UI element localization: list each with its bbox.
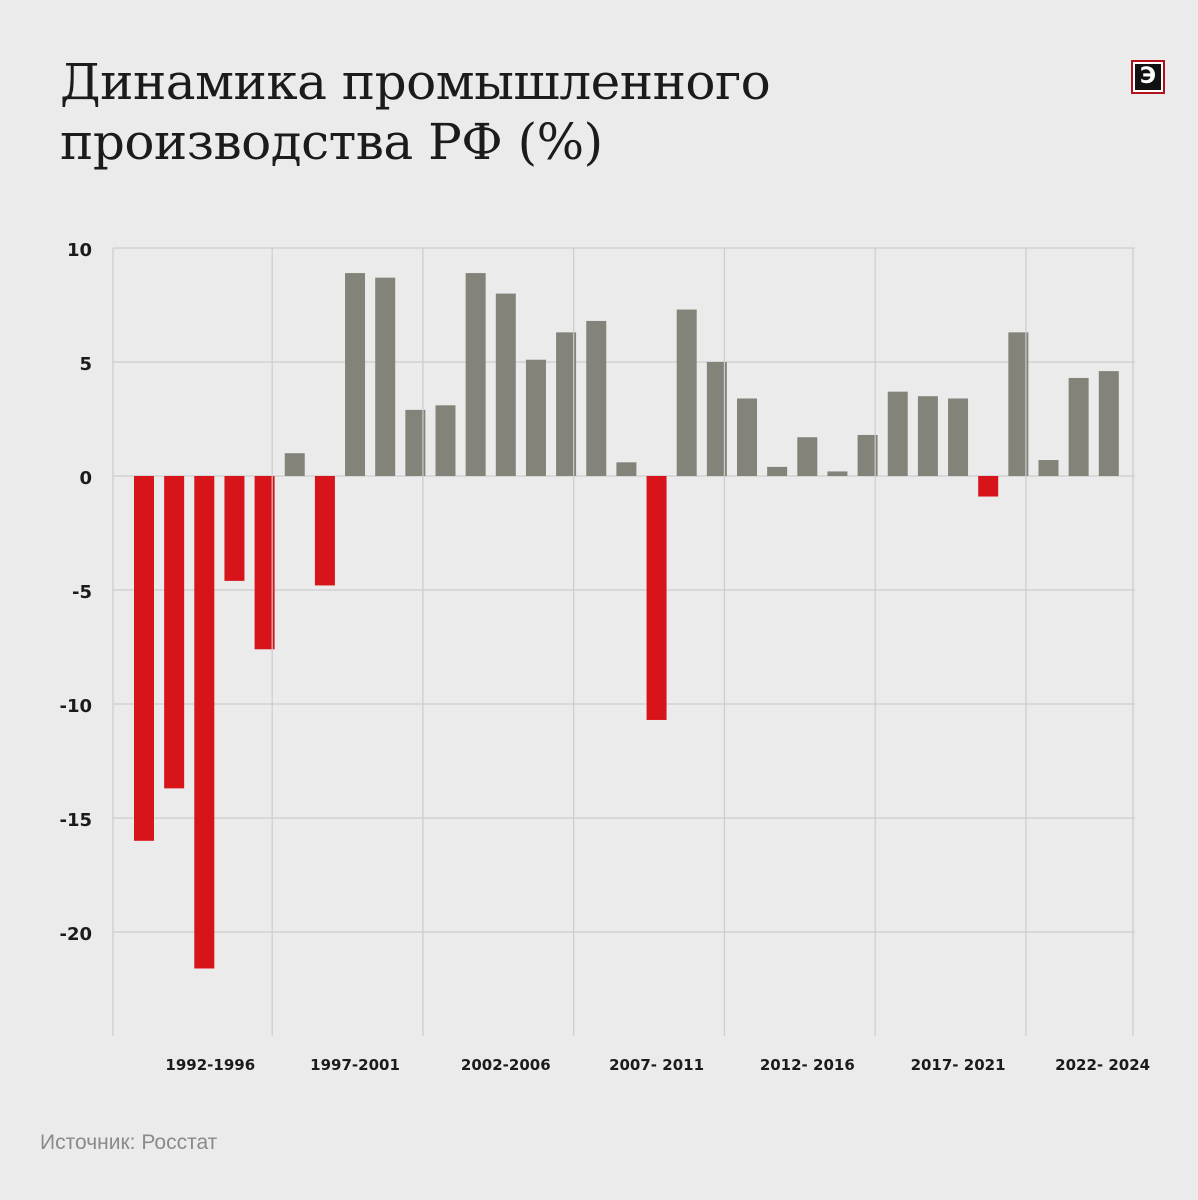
x-group-label: 2012- 2016 [760, 1056, 855, 1074]
bar-2011 [706, 362, 727, 476]
bar-2023 [1068, 377, 1089, 476]
bar-2010 [676, 309, 697, 476]
bar-1996 [254, 476, 275, 650]
bar-2013 [767, 466, 788, 476]
bar-2014 [797, 437, 818, 476]
bar-2008 [616, 462, 637, 476]
chart-title-line-1: Динамика промышленного [60, 53, 771, 111]
chart-title: Динамика промышленного производства РФ (… [60, 52, 771, 172]
bar-2020 [978, 476, 999, 497]
x-group-label: 2002-2006 [461, 1056, 551, 1074]
bar-1999 [345, 273, 366, 476]
source-note: Источник: Росстат [40, 1131, 218, 1154]
bar-1994 [194, 476, 215, 969]
x-group-label: 2007- 2011 [609, 1056, 704, 1074]
bar-1997 [284, 453, 305, 476]
bar-1995 [224, 476, 245, 581]
bar-1998 [314, 476, 335, 586]
y-tick-label: -5 [72, 582, 92, 603]
logo-letter: Э [1135, 64, 1161, 90]
y-tick-label: -10 [59, 696, 92, 717]
x-group-label: 1992-1996 [165, 1056, 255, 1074]
bar-2022 [1038, 460, 1059, 476]
bar-2006 [556, 332, 577, 476]
bar-2007 [586, 320, 607, 476]
bar-2018 [917, 396, 938, 476]
y-tick-label: 5 [79, 354, 92, 375]
y-tick-label: -20 [59, 924, 92, 945]
x-group-label: 1997-2001 [310, 1056, 400, 1074]
bar-1992 [134, 476, 154, 841]
bar-2021 [1008, 332, 1029, 476]
bar-2012 [737, 398, 757, 476]
bar-1993 [164, 476, 185, 789]
bar-2016 [857, 434, 878, 476]
y-tick-label: 0 [79, 468, 92, 489]
bar-2009 [646, 476, 667, 720]
x-group-label: 2017- 2021 [911, 1056, 1006, 1074]
x-group-label: 2022- 2024 [1055, 1056, 1150, 1074]
chart-title-line-2: производства РФ (%) [60, 113, 603, 171]
bar-2015 [827, 471, 848, 476]
bar-2000 [375, 277, 396, 476]
bar-2004 [495, 293, 516, 476]
bar-2017 [887, 391, 908, 476]
bar-2005 [525, 359, 546, 476]
bar-2003 [465, 273, 486, 476]
bar-2024 [1098, 371, 1119, 476]
publisher-logo: Э [1131, 60, 1165, 94]
bar-2002 [435, 405, 456, 476]
y-tick-label: -15 [59, 810, 92, 831]
bar-2019 [948, 398, 969, 476]
y-tick-label: 10 [67, 240, 92, 261]
bar-2001 [405, 409, 426, 476]
